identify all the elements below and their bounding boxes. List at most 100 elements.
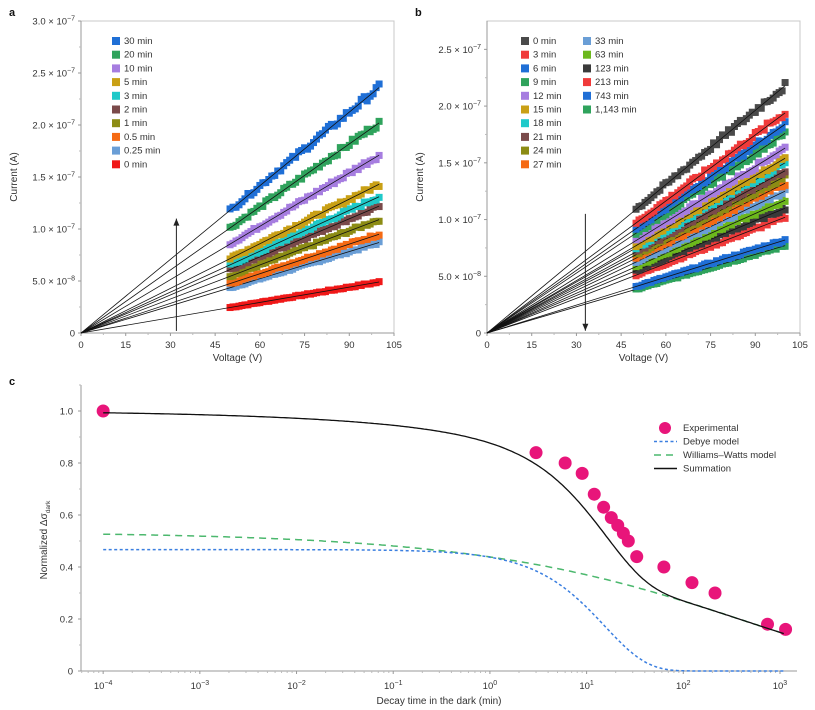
panel-b-iv-decay: b 0 15 30 45 60 75 90 105 0 5.0 × 10−8 1.0 × 10−7 1.… xyxy=(415,7,808,364)
data-point xyxy=(241,195,249,203)
data-point xyxy=(730,177,738,185)
series-0.5min-min xyxy=(80,231,383,334)
data-point xyxy=(698,172,706,180)
legend-item: 24 min xyxy=(521,146,562,157)
data-point xyxy=(772,161,780,169)
experimental-point xyxy=(96,404,110,418)
data-point xyxy=(745,138,753,146)
panel-a-iv-growth: a 0 15 30 45 60 75 90 105 0 5.0 × 10−8 1.0 × 10−7 1.… xyxy=(9,7,402,364)
y-tick-label: 0.6 xyxy=(60,511,73,522)
experimental-point xyxy=(708,586,722,600)
legend-item: 0 min xyxy=(521,36,556,47)
data-point xyxy=(656,236,664,244)
legend-label: 3 min xyxy=(124,91,147,102)
legend-label: 123 min xyxy=(595,63,629,74)
data-point xyxy=(713,141,721,149)
panel-label: c xyxy=(9,376,15,388)
x-tick-label: 0 xyxy=(484,340,489,351)
data-point xyxy=(375,117,383,125)
legend-swatch xyxy=(112,78,120,87)
x-tick-label: 90 xyxy=(750,340,761,351)
experimental-point xyxy=(621,534,635,548)
series-5min-min xyxy=(80,181,383,334)
y-tick-label: 0 xyxy=(476,329,481,340)
data-point xyxy=(695,182,703,190)
fit-line xyxy=(486,190,786,334)
data-point xyxy=(704,177,712,185)
data-point xyxy=(781,206,789,214)
y-tick-label: 1.5 × 10−7 xyxy=(438,157,481,169)
legend-marker xyxy=(659,422,671,434)
legend-swatch xyxy=(521,91,529,100)
legend-swatch xyxy=(112,64,120,73)
data-point xyxy=(742,178,750,186)
data-point xyxy=(698,152,706,160)
fit-line xyxy=(80,183,380,334)
data-point xyxy=(763,178,771,186)
fit-line xyxy=(80,87,380,334)
y-tick-label: 3.0 × 10−7 xyxy=(32,16,75,28)
data-point xyxy=(727,188,735,196)
legend-label: 24 min xyxy=(533,146,562,157)
y-tick-label: 0.2 xyxy=(60,615,73,626)
experimental-point xyxy=(558,456,572,470)
data-point xyxy=(339,174,347,182)
legend-item: 0 min xyxy=(112,159,147,170)
x-tick-label: 10−2 xyxy=(287,680,306,692)
legend-swatch xyxy=(112,91,120,100)
legend-swatch xyxy=(521,146,529,155)
data-point xyxy=(345,141,353,149)
legend-item: 213 min xyxy=(583,77,629,88)
legend: 0 min 3 min 6 min 9 min 12 min 15 min 18 min 21… xyxy=(521,36,637,170)
data-point xyxy=(375,182,383,190)
data-point xyxy=(232,221,240,229)
data-point xyxy=(650,207,658,215)
data-point xyxy=(375,193,383,201)
x-tick-label: 0 xyxy=(78,340,83,351)
data-point xyxy=(718,184,726,192)
data-point xyxy=(330,180,338,188)
data-point xyxy=(277,167,285,175)
x-tick-label: 60 xyxy=(661,340,672,351)
legend-item: Summation xyxy=(654,464,731,475)
legend-label: 33 min xyxy=(595,36,624,47)
legend-item: 6 min xyxy=(521,63,556,74)
x-tick-label: 15 xyxy=(526,340,537,351)
legend-label: 1 min xyxy=(124,118,147,129)
data-point xyxy=(766,196,774,204)
data-point xyxy=(724,209,732,217)
legend-label: 3 min xyxy=(533,50,556,61)
data-point xyxy=(781,154,789,162)
fit-line xyxy=(80,281,380,334)
experimental-point xyxy=(597,500,611,514)
series-10min-min xyxy=(80,151,383,334)
x-tick-label: 15 xyxy=(120,340,131,351)
x-axis-title: Voltage (V) xyxy=(213,353,262,364)
data-point xyxy=(778,175,786,183)
x-tick-label: 10−1 xyxy=(384,680,403,692)
data-point xyxy=(769,94,777,102)
experimental-point xyxy=(587,487,601,501)
data-point xyxy=(778,190,786,198)
data-point xyxy=(698,187,706,195)
experimental-point xyxy=(779,622,793,636)
data-point xyxy=(283,207,291,215)
data-point xyxy=(778,124,786,132)
legend-label: Summation xyxy=(683,464,731,475)
data-point xyxy=(748,186,756,194)
legend-swatch xyxy=(112,132,120,141)
data-point xyxy=(736,203,744,211)
data-point xyxy=(375,238,383,246)
legend-label: 0 min xyxy=(124,159,147,170)
data-point xyxy=(354,102,362,110)
legend-item: 0.25 min xyxy=(112,146,160,157)
legend-item: 27 min xyxy=(521,159,562,170)
legend-item: 1,143 min xyxy=(583,105,637,116)
legend-item: 0.5 min xyxy=(112,132,155,143)
legend-label: 27 min xyxy=(533,159,562,170)
panel-c-decay-curve: c 10−4 10−3 10−2 10−1 100 101 102 103 0 0.2 0.4 0.6 0… xyxy=(9,376,797,707)
data-point xyxy=(718,173,726,181)
summation-curve xyxy=(103,412,784,635)
data-point xyxy=(683,225,691,233)
data-point xyxy=(683,207,691,215)
